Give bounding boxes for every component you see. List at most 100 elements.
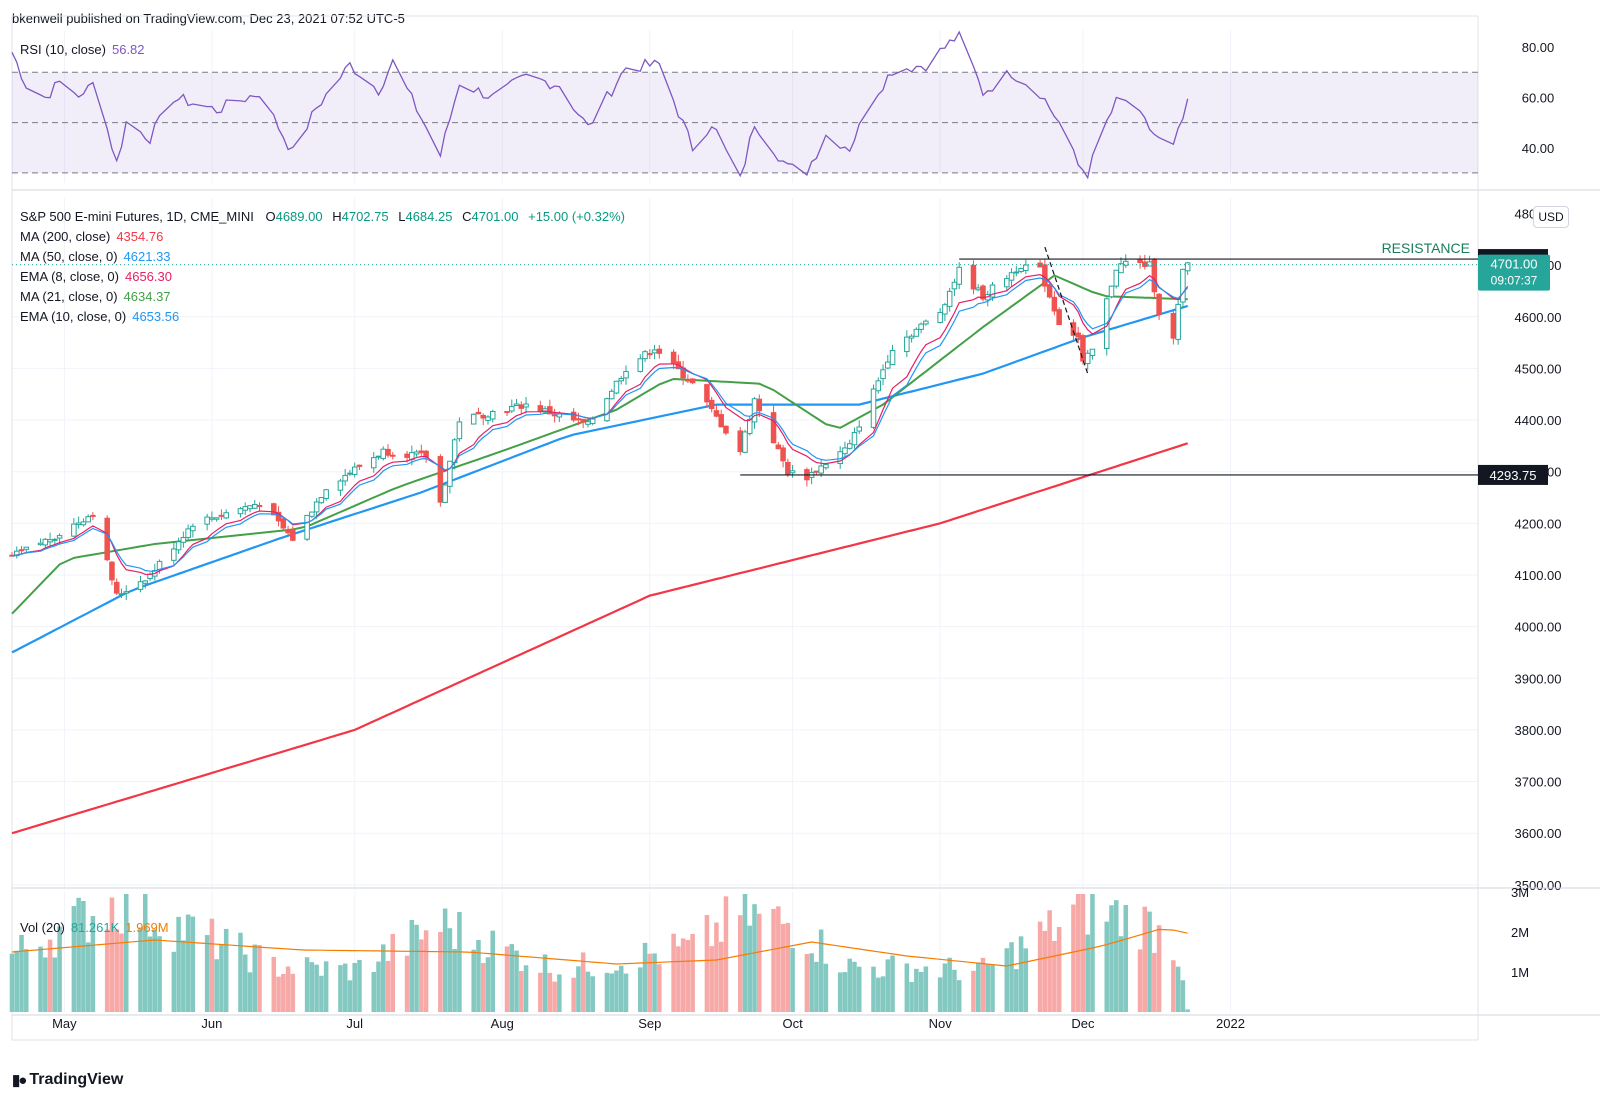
volume-bar: [1147, 911, 1152, 1012]
candle-body: [218, 514, 225, 517]
volume-bar: [138, 927, 143, 1012]
volume-bar: [771, 908, 776, 1012]
resistance-label: RESISTANCE: [1382, 240, 1470, 256]
volume-bar: [442, 908, 448, 1012]
ma200-value: 4354.76: [116, 229, 164, 244]
candle-body: [785, 461, 791, 475]
candle-body: [551, 414, 558, 417]
ma200-line: [11, 442, 1189, 835]
candle-body: [846, 443, 853, 449]
candle-body: [375, 455, 382, 458]
open-label: O: [265, 209, 276, 224]
x-tick-label: Sep: [638, 1016, 661, 1031]
ma50-label: MA (50, close, 0): [20, 249, 118, 264]
candle-body: [775, 444, 782, 450]
candle-body: [437, 456, 444, 503]
candle-body: [818, 465, 824, 474]
candle-body: [889, 349, 896, 366]
candle-body: [713, 410, 720, 417]
volume-bar: [514, 950, 519, 1012]
candle-body: [689, 378, 696, 384]
volume-bar: [657, 964, 662, 1012]
rsi-tick-label: 60.00: [1522, 90, 1555, 105]
volume-bar: [438, 931, 443, 1012]
volume-bar: [1175, 966, 1181, 1012]
candle-body: [109, 561, 115, 581]
price-tick-label: 4500.00: [1515, 361, 1562, 376]
candle-body: [913, 328, 920, 337]
volume-bar: [1113, 900, 1119, 1012]
volume-bar: [785, 922, 791, 1012]
volume-bar: [114, 929, 119, 1012]
candle-body: [304, 514, 310, 540]
volume-bar: [423, 930, 429, 1012]
ma21-legend: MA (21, close, 0) 4634.37: [20, 287, 625, 307]
candle-body: [980, 285, 986, 300]
candle-body: [237, 508, 244, 515]
candle-body: [323, 489, 329, 499]
candle-body: [75, 522, 82, 526]
candle-body: [204, 516, 210, 525]
price-tick-label: 4600.00: [1515, 310, 1562, 325]
candle-body: [570, 411, 577, 421]
volume-bar: [52, 957, 58, 1012]
candle-body: [751, 398, 758, 423]
volume-bar: [38, 946, 43, 1012]
candle-body: [651, 349, 658, 354]
change-value: +15.00 (+0.32%): [528, 209, 625, 224]
candle-body: [656, 348, 663, 354]
volume-bar: [1037, 921, 1043, 1012]
rsi-tick-label: 80.00: [1522, 40, 1555, 55]
volume-bar: [276, 976, 281, 1012]
volume-bar: [357, 959, 362, 1012]
volume-bar: [652, 953, 657, 1012]
volume-bar: [190, 916, 196, 1012]
volume-bar: [338, 965, 343, 1012]
candle-body: [404, 453, 410, 458]
ema8-legend: EMA (8, close, 0) 4656.30: [20, 267, 625, 287]
currency-button[interactable]: USD: [1533, 206, 1569, 228]
volume-bar: [956, 980, 962, 1012]
tradingview-logo[interactable]: ▮● TradingView: [12, 1071, 123, 1089]
ma21-label: MA (21, close, 0): [20, 289, 118, 304]
tradingview-brand: TradingView: [29, 1071, 124, 1088]
candle-body: [313, 501, 320, 513]
rsi-line: [11, 30, 1189, 180]
candle-body: [370, 457, 377, 469]
candle-body: [171, 548, 177, 561]
publisher-header: bkenwell published on TradingView.com, D…: [12, 11, 405, 26]
candle-body: [1051, 296, 1058, 312]
volume-bar: [647, 953, 653, 1012]
candle-body: [780, 447, 786, 462]
candle-body: [608, 390, 615, 400]
candle-body: [642, 351, 648, 360]
candle-body: [513, 403, 520, 407]
volume-bar: [1071, 904, 1076, 1012]
volume-bar: [923, 966, 929, 1012]
volume-bar: [281, 974, 286, 1012]
ema10-value: 4653.56: [132, 309, 180, 324]
volume-bar: [209, 918, 215, 1012]
volume-bar: [1109, 905, 1114, 1012]
volume-bar: [618, 965, 624, 1012]
candle-body: [480, 414, 486, 419]
volume-bar: [47, 939, 53, 1012]
volume-bar: [1023, 948, 1029, 1012]
candle-body: [885, 361, 891, 369]
volume-bar: [76, 897, 81, 1012]
ma50-value: 4621.33: [123, 249, 171, 264]
last-price-tag: [1478, 254, 1550, 291]
ema8-value: 4656.30: [124, 269, 172, 284]
volume-bar: [14, 950, 20, 1012]
volume-bar: [19, 934, 24, 1012]
candle-body: [18, 549, 25, 552]
volume-bar: [1056, 927, 1062, 1012]
candle-body: [142, 580, 149, 584]
x-tick-label: Jun: [201, 1016, 222, 1031]
volume-bar: [952, 969, 957, 1012]
candle-body: [347, 472, 353, 475]
candle-body: [1108, 285, 1115, 298]
candle-body: [485, 416, 491, 421]
candle-body: [942, 304, 948, 315]
